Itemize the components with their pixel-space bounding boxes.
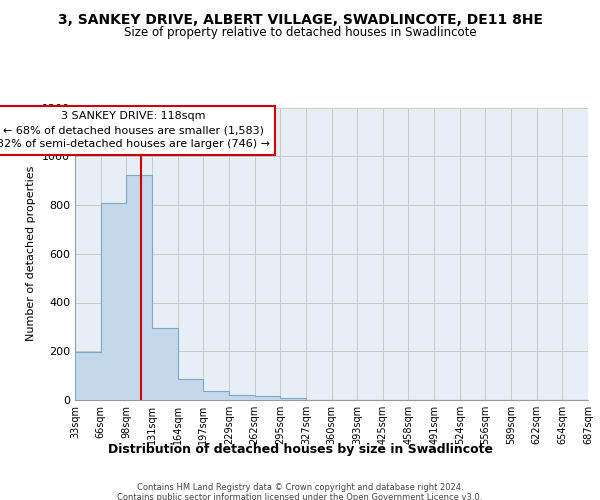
Text: Size of property relative to detached houses in Swadlincote: Size of property relative to detached ho… [124,26,476,39]
Text: Distribution of detached houses by size in Swadlincote: Distribution of detached houses by size … [107,442,493,456]
Text: 3 SANKEY DRIVE: 118sqm
← 68% of detached houses are smaller (1,583)
32% of semi-: 3 SANKEY DRIVE: 118sqm ← 68% of detached… [0,111,270,149]
Text: 3, SANKEY DRIVE, ALBERT VILLAGE, SWADLINCOTE, DE11 8HE: 3, SANKEY DRIVE, ALBERT VILLAGE, SWADLIN… [58,12,542,26]
Text: Contains public sector information licensed under the Open Government Licence v3: Contains public sector information licen… [118,492,482,500]
Text: Contains HM Land Registry data © Crown copyright and database right 2024.: Contains HM Land Registry data © Crown c… [137,482,463,492]
Y-axis label: Number of detached properties: Number of detached properties [26,166,37,342]
